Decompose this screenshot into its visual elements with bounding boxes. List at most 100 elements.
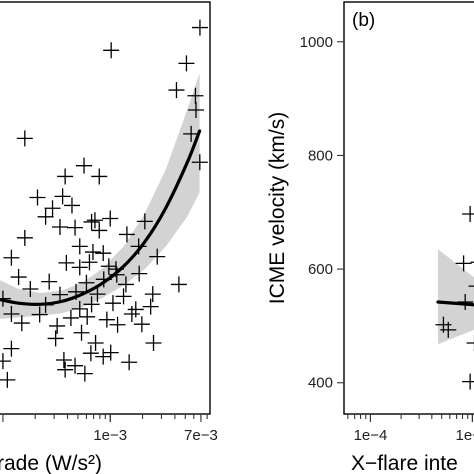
data-point <box>71 300 88 317</box>
data-point <box>16 130 33 147</box>
fit-line <box>0 129 202 306</box>
panel-b-x-ticks: 1e−4 1e−3 <box>347 414 474 444</box>
data-point <box>168 82 185 99</box>
data-point <box>57 361 74 378</box>
panel-a-x-axis-title: rade (W/s²) <box>0 452 102 474</box>
data-point <box>121 354 138 371</box>
data-point <box>63 197 80 214</box>
data-point <box>47 330 64 347</box>
panel-b-plot-area <box>435 205 474 390</box>
data-point <box>95 348 112 365</box>
data-point <box>86 212 103 229</box>
data-point <box>104 295 121 312</box>
data-point <box>62 309 79 326</box>
y-tick-label: 400 <box>308 375 333 392</box>
data-point <box>98 311 115 328</box>
data-point <box>170 276 187 293</box>
data-point <box>144 286 161 303</box>
panel-a-plot-area <box>0 19 208 388</box>
panel-a-frame <box>0 1 211 415</box>
data-point <box>55 352 72 369</box>
panel-b-y-ticks: 400 600 800 1000 <box>300 34 344 392</box>
x-tick-label: 1e−3 <box>455 427 474 444</box>
panel-b-tag: (b) <box>352 10 375 31</box>
data-point <box>95 245 112 262</box>
y-tick-label: 600 <box>308 261 333 278</box>
confidence-band <box>438 249 474 345</box>
data-point <box>57 168 74 185</box>
data-point <box>127 301 144 318</box>
data-point <box>462 205 474 222</box>
data-point <box>123 305 140 322</box>
data-point <box>89 286 106 303</box>
data-point <box>83 296 100 313</box>
data-point <box>78 274 95 291</box>
x-tick-label: 1e−4 <box>354 427 388 444</box>
data-point <box>71 259 88 276</box>
data-point <box>76 365 93 382</box>
data-point <box>83 213 100 230</box>
data-point <box>131 265 148 282</box>
data-point <box>76 157 93 174</box>
data-point <box>79 308 96 325</box>
data-point <box>440 321 457 338</box>
data-point <box>187 101 204 118</box>
data-point <box>191 19 208 36</box>
data-point <box>3 340 20 357</box>
data-point <box>102 344 119 361</box>
data-point <box>82 345 99 362</box>
data-point <box>470 261 474 263</box>
x-tick-label: 7e−3 <box>184 427 218 444</box>
data-point <box>67 219 84 236</box>
data-point <box>187 87 204 104</box>
data-point <box>178 55 195 72</box>
data-point <box>455 255 472 272</box>
data-point <box>102 210 119 227</box>
panel-a-x-ticks: 1e−3 7e−3 <box>2 414 218 444</box>
panel-b: (b) 1e−4 1e−3 400 600 800 1000 ICME velocity… <box>266 1 474 474</box>
data-point <box>191 154 208 171</box>
data-point <box>22 280 39 297</box>
data-point <box>51 219 68 236</box>
data-point <box>0 371 16 388</box>
data-point <box>51 286 68 303</box>
x-tick-label: 1e−3 <box>93 427 127 444</box>
data-point <box>49 317 66 334</box>
data-point <box>73 324 90 341</box>
data-point <box>16 229 33 246</box>
data-point <box>3 305 20 322</box>
data-point <box>100 258 117 275</box>
data-point <box>118 226 135 243</box>
data-point <box>44 200 61 217</box>
data-point <box>31 306 48 323</box>
data-point <box>0 353 11 370</box>
data-point <box>466 334 474 351</box>
data-point <box>468 285 474 287</box>
data-point <box>10 269 27 286</box>
data-point <box>145 334 162 351</box>
data-point <box>183 125 200 142</box>
fit-line <box>436 300 474 307</box>
data-point <box>71 238 88 255</box>
data-point <box>84 244 101 261</box>
confidence-band <box>0 73 200 319</box>
data-point <box>91 168 108 185</box>
data-point <box>142 298 159 315</box>
data-point <box>457 294 474 311</box>
data-point <box>81 254 98 271</box>
data-point <box>136 213 153 230</box>
data-point <box>462 373 474 390</box>
data-point <box>3 249 20 266</box>
data-point <box>67 357 84 374</box>
data-point <box>91 222 108 239</box>
panel-b-x-axis-title: X−flare inte <box>351 452 458 474</box>
data-point <box>133 316 150 333</box>
y-tick-label: 800 <box>308 147 333 164</box>
y-tick-label: 1000 <box>300 34 333 51</box>
data-point <box>37 208 54 225</box>
data-point <box>29 189 46 206</box>
data-point <box>13 315 30 332</box>
data-point <box>41 273 58 290</box>
panel-b-frame <box>343 1 474 415</box>
